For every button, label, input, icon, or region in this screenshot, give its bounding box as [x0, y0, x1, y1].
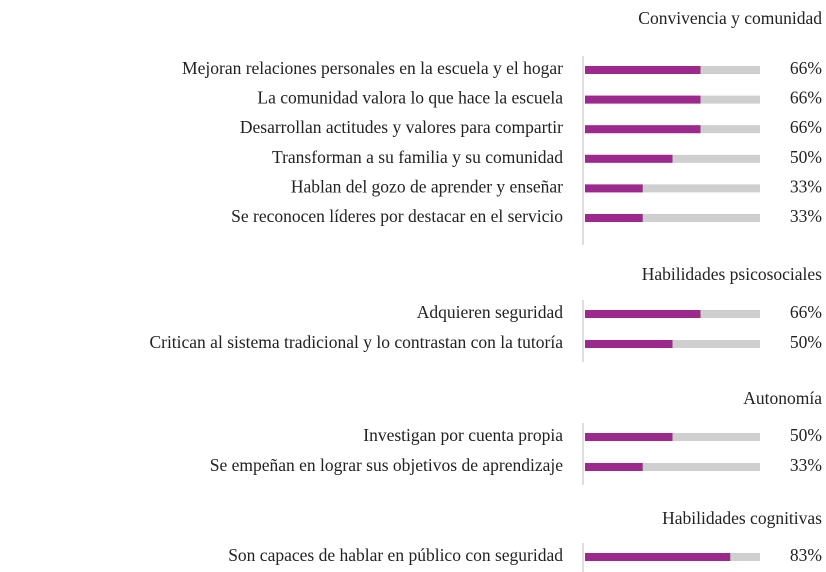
- value-label: 83%: [790, 545, 822, 565]
- bar: [585, 310, 701, 318]
- category-label: Critican al sistema tradicional y lo con…: [149, 332, 563, 352]
- group-title: Habilidades psicosociales: [642, 264, 822, 284]
- category-label: Hablan del gozo de aprender y enseñar: [291, 176, 563, 196]
- value-label: 66%: [790, 88, 822, 108]
- category-label: Investigan por cuenta propia: [363, 425, 563, 445]
- bar: [585, 340, 673, 348]
- bar: [585, 125, 701, 134]
- category-label: Se empeñan en lograr sus objetivos de ap…: [210, 455, 564, 475]
- value-label: 50%: [790, 147, 822, 167]
- bar: [585, 214, 643, 222]
- category-label: Son capaces de hablar en público con seg…: [228, 545, 563, 565]
- value-label: 33%: [790, 455, 822, 475]
- group-title: Convivencia y comunidad: [638, 8, 822, 28]
- category-label: La comunidad valora lo que hace la escue…: [257, 88, 563, 108]
- group-title: Habilidades cognitivas: [662, 508, 822, 528]
- value-label: 33%: [790, 176, 822, 196]
- value-label: 50%: [790, 332, 822, 352]
- category-label: Desarrollan actitudes y valores para com…: [240, 117, 563, 137]
- category-label: Adquieren seguridad: [417, 302, 564, 322]
- value-label: 66%: [790, 117, 822, 137]
- bar: [585, 95, 701, 104]
- value-label: 66%: [790, 302, 822, 322]
- group-title: Autonomía: [743, 388, 822, 408]
- bar: [585, 66, 701, 74]
- category-label: Transforman a su familia y su comunidad: [272, 147, 563, 167]
- value-label: 66%: [790, 58, 822, 78]
- category-label: Mejoran relaciones personales en la escu…: [182, 58, 563, 78]
- bar: [585, 463, 643, 471]
- bar-track: [585, 184, 760, 193]
- bar-track: [585, 463, 760, 471]
- bar: [585, 553, 731, 561]
- value-label: 50%: [790, 425, 822, 445]
- value-label: 33%: [790, 206, 822, 226]
- bar: [585, 154, 673, 163]
- bar: [585, 433, 673, 441]
- bar: [585, 184, 643, 193]
- category-label: Se reconocen líderes por destacar en el …: [231, 206, 563, 226]
- bar-track: [585, 214, 760, 222]
